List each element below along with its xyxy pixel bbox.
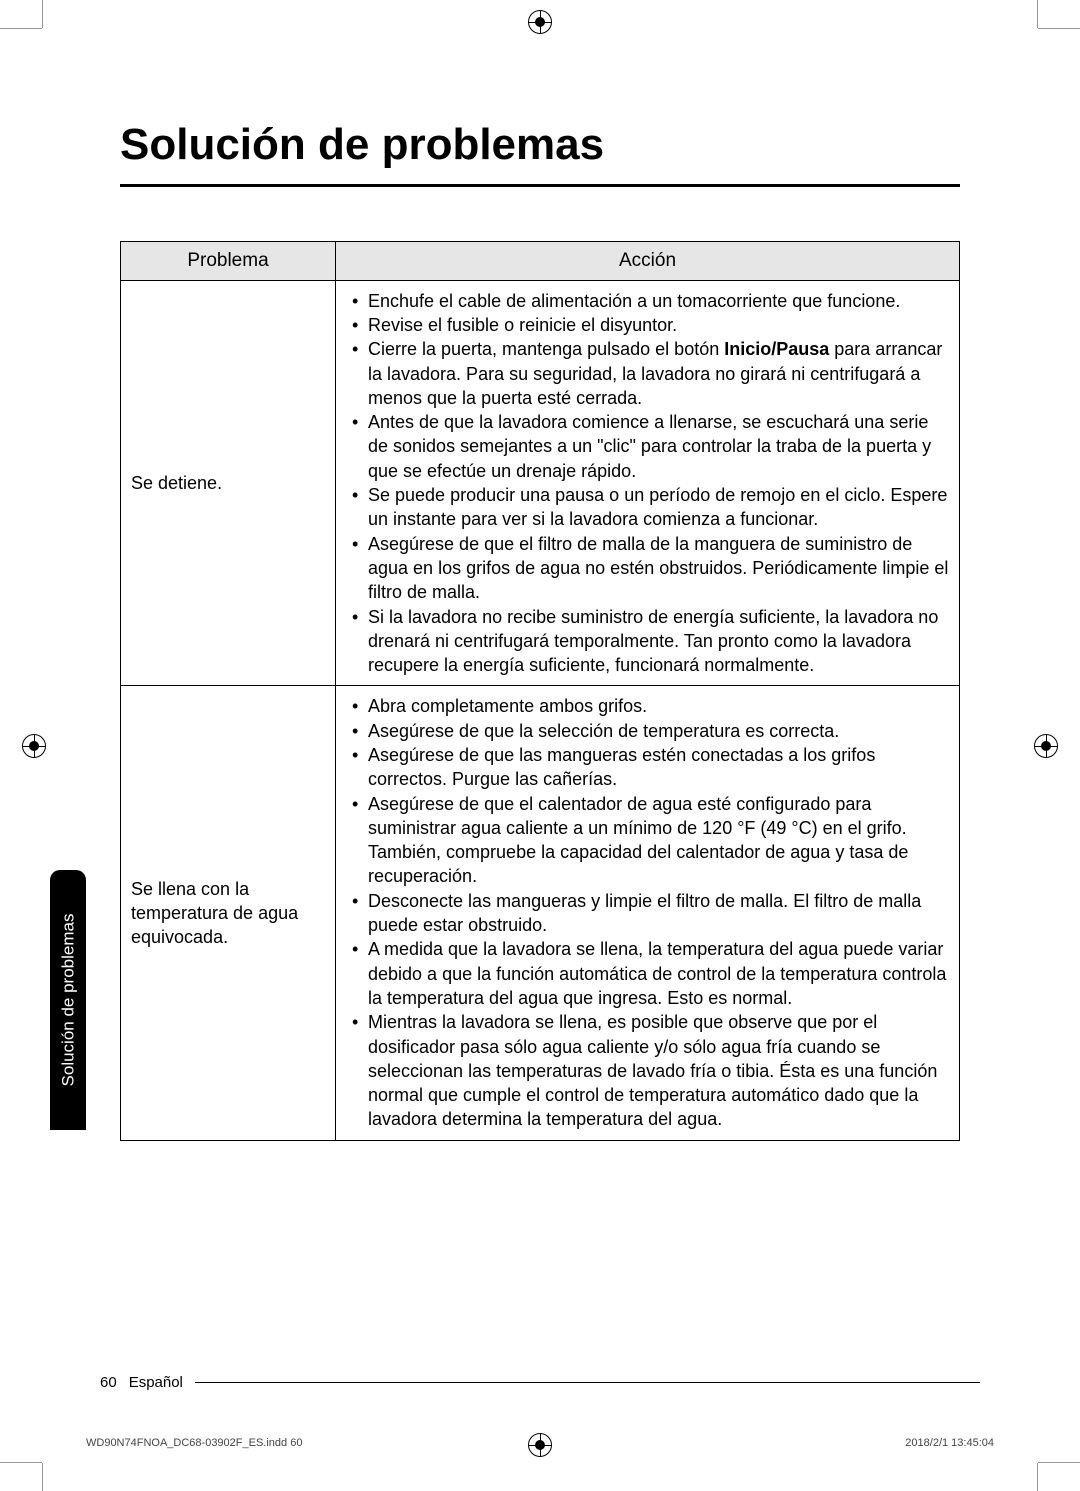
action-cell: Abra completamente ambos grifos.Asegúres… [336,686,960,1140]
action-list: Enchufe el cable de alimentación a un to… [346,289,949,678]
crop-mark [1038,1462,1080,1463]
page-content: Solución de problemas Problema Acción Se… [70,60,1010,1431]
page-footer: 60 Español [100,1374,980,1391]
problem-cell: Se detiene. [121,280,336,686]
registration-mark-icon [22,734,46,758]
action-item: Abra completamente ambos grifos. [346,694,949,718]
registration-mark-icon [1034,734,1058,758]
action-item: Revise el fusible o reinicie el disyunto… [346,313,949,337]
footer-rule [195,1382,980,1383]
crop-mark [1037,1463,1038,1491]
problem-cell: Se llena con la temperatura de agua equi… [121,686,336,1140]
action-item: Desconecte las mangueras y limpie el fil… [346,889,949,938]
col-header-problem: Problema [121,242,336,281]
crop-mark [42,0,43,28]
action-item: Mientras la lavadora se llena, es posibl… [346,1010,949,1131]
action-item: Enchufe el cable de alimentación a un to… [346,289,949,313]
table-row: Se detiene. Enchufe el cable de alimentac… [121,280,960,686]
col-header-action: Acción [336,242,960,281]
action-list: Abra completamente ambos grifos.Asegúres… [346,694,949,1131]
table-row: Se llena con la temperatura de agua equi… [121,686,960,1140]
action-item: Asegúrese de que la selección de tempera… [346,719,949,743]
page-language: Español [129,1374,183,1391]
troubleshoot-table: Problema Acción Se detiene. Enchufe el ca… [120,241,960,1141]
crop-mark [42,1463,43,1491]
crop-mark [1038,28,1080,29]
imprint-filename: WD90N74FNOA_DC68-03902F_ES.indd 60 [86,1437,302,1449]
page-title: Solución de problemas [120,120,960,187]
action-item: Asegúrese de que el calentador de agua e… [346,792,949,889]
action-cell: Enchufe el cable de alimentación a un to… [336,280,960,686]
action-item: Si la lavadora no recibe suministro de e… [346,605,949,678]
registration-mark-icon [528,1433,552,1457]
action-item: A medida que la lavadora se llena, la te… [346,937,949,1010]
action-item: Asegúrese de que el filtro de malla de l… [346,532,949,605]
action-item: Antes de que la lavadora comience a llen… [346,410,949,483]
page-number: 60 [100,1374,117,1391]
crop-mark [0,28,42,29]
action-item: Se puede producir una pausa o un período… [346,483,949,532]
action-item: Cierre la puerta, mantenga pulsado el bo… [346,337,949,410]
action-item: Asegúrese de que las mangueras estén con… [346,743,949,792]
crop-mark [1037,0,1038,28]
imprint-timestamp: 2018/2/1 13:45:04 [905,1437,994,1449]
crop-mark [0,1462,42,1463]
registration-mark-icon [528,10,552,34]
